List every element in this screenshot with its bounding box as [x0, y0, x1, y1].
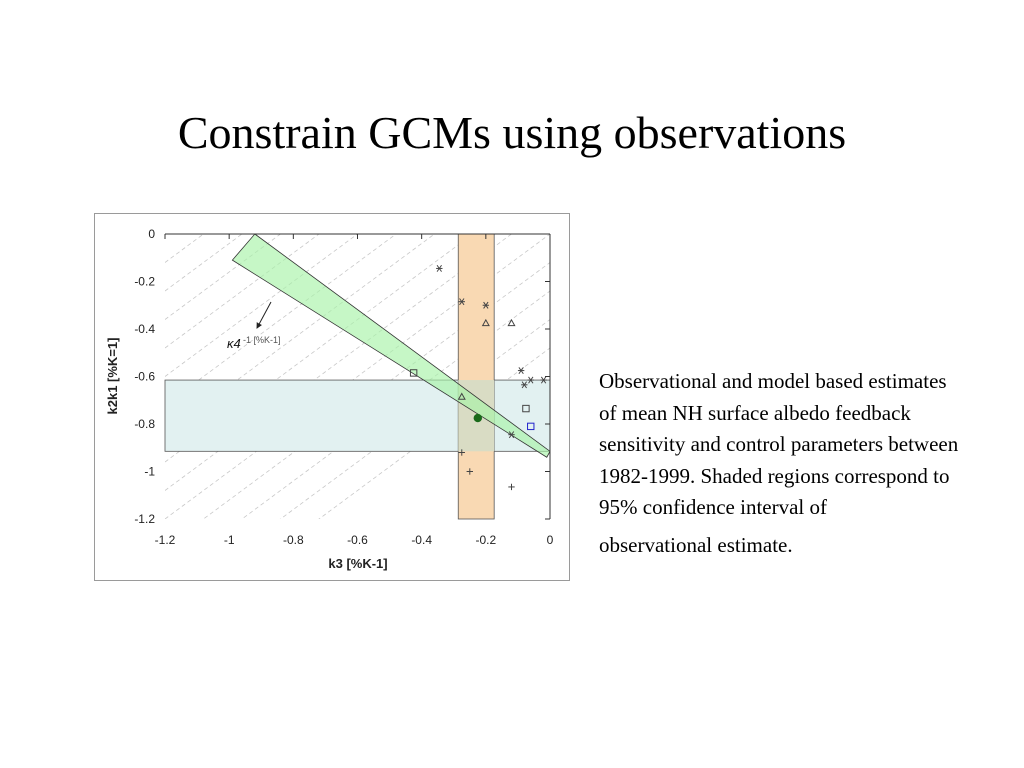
- k4-unit: -1 [%K-1]: [243, 335, 281, 345]
- model-star-point: [436, 264, 443, 272]
- star-stroke: [521, 381, 527, 389]
- caption-last-line: observational estimate.: [599, 532, 793, 557]
- diagonal-guide-line: [165, 234, 359, 377]
- k4-symbol: κ4: [227, 336, 241, 351]
- diagonal-guide-line: [165, 234, 166, 235]
- model-plus-point: [508, 483, 515, 491]
- x-tick-label: -1.2: [155, 533, 176, 547]
- slide-title: Constrain GCMs using observations: [177, 107, 847, 158]
- model-triangle-point: [481, 318, 490, 327]
- x-tick-label: -0.2: [475, 533, 496, 547]
- y-tick-label: 0: [148, 227, 155, 241]
- diagonal-guide-line: [165, 234, 243, 292]
- diagonal-guide-line: [165, 234, 320, 349]
- star-stroke: [540, 376, 547, 384]
- data-points: [409, 264, 547, 491]
- diagonal-guide-line: [165, 234, 282, 320]
- star-stroke: [483, 301, 489, 309]
- x-tick-label: -0.8: [283, 533, 304, 547]
- model-square-point: [522, 404, 530, 413]
- model-star-point: [482, 301, 490, 309]
- star-stroke: [459, 298, 465, 306]
- y-tick-label: -0.2: [134, 275, 155, 289]
- diagonal-guide-line: [318, 347, 550, 519]
- star-stroke: [508, 431, 515, 439]
- model-star-point: [517, 367, 525, 375]
- x-axis-label: k3 [%K-1]: [328, 556, 387, 571]
- diagonal-guide-line: [165, 234, 550, 519]
- scatter-chart: -1.2 -1 -0.8 -0.6 -0.4 -0.2 0 0 -0.2 -0.4 -0.6 -0.…: [105, 227, 554, 571]
- k4-annotation: κ4 -1 [%K-1]: [227, 301, 281, 351]
- x-tick-label: -0.4: [411, 533, 432, 547]
- k4-arrow: [256, 301, 272, 329]
- model-star-point: [458, 298, 465, 306]
- y-tick-label: -1: [144, 465, 155, 479]
- model-star-point: [508, 431, 515, 439]
- y-tick-label: -0.8: [134, 417, 155, 431]
- x-tick-label: 0: [547, 533, 554, 547]
- model-star-point: [527, 376, 534, 384]
- model-triangle-point: [457, 392, 466, 400]
- k4-confidence-band: [231, 233, 551, 458]
- star-stroke: [518, 367, 524, 375]
- k3-confidence-band: [457, 233, 495, 520]
- observation-point: [473, 413, 483, 423]
- x-tick-label: -1: [224, 533, 235, 547]
- model-star-point: [521, 381, 528, 389]
- caption-text: Observational and model based estimates …: [599, 369, 959, 519]
- model-square-point: [527, 422, 535, 431]
- y-axis-ticks: 0 -0.2 -0.4 -0.6 -0.8 -1 -1.2: [134, 227, 550, 526]
- chart-frame: -1.2 -1 -0.8 -0.6 -0.4 -0.2 0 0 -0.2 -0.4 -0.6 -0.…: [94, 213, 570, 581]
- model-triangle-point: [507, 318, 516, 327]
- confidence-regions: [164, 233, 551, 520]
- star-stroke: [436, 264, 442, 272]
- x-axis-ticks: -1.2 -1 -0.8 -0.6 -0.4 -0.2 0: [155, 234, 554, 547]
- y-tick-label: -1.2: [134, 512, 155, 526]
- diagonal-guide-line: [165, 234, 397, 406]
- model-plus-point: [458, 449, 465, 456]
- x-tick-label: -0.6: [347, 533, 368, 547]
- model-plus-point: [466, 468, 473, 475]
- star-stroke: [528, 376, 534, 384]
- model-square-point: [409, 369, 418, 377]
- caption: Observational and model based estimates …: [599, 366, 959, 561]
- model-star-point: [540, 376, 547, 384]
- y-axis-label: k2k1 [%K=1]: [105, 338, 120, 415]
- diagonal-guide-line: [165, 234, 205, 263]
- y-tick-label: -0.6: [134, 370, 155, 384]
- y-tick-label: -0.4: [134, 322, 155, 336]
